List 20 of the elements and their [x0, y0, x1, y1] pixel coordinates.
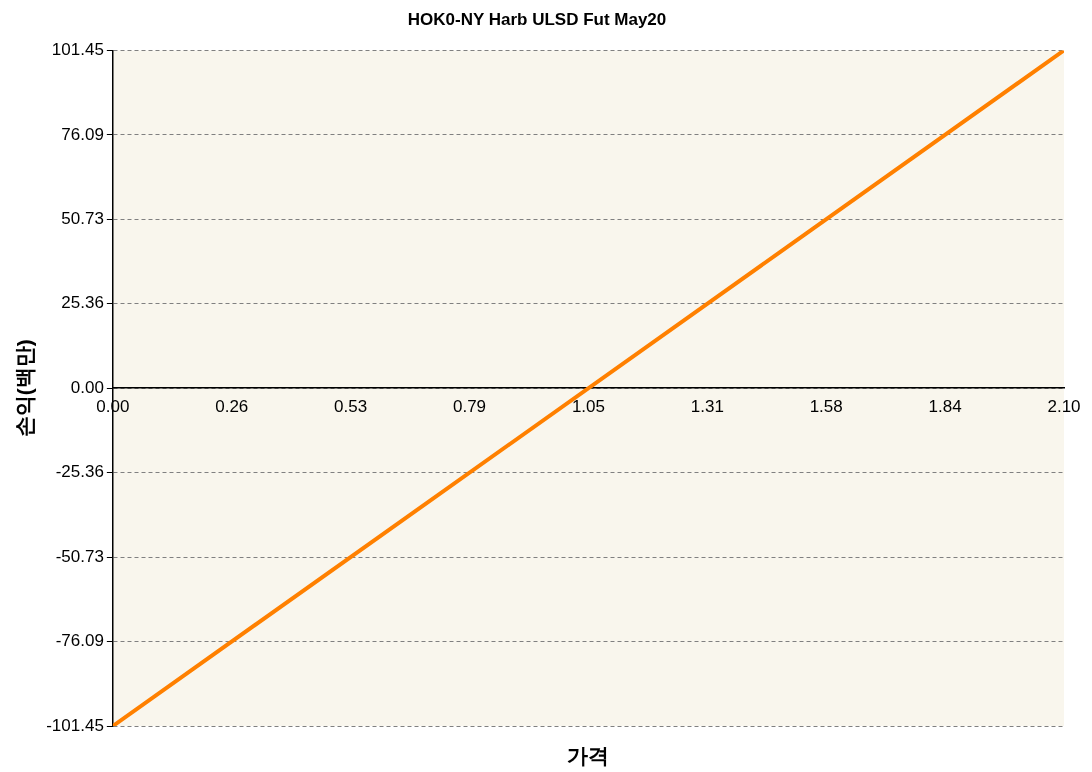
x-tick-label: 1.31	[690, 397, 724, 417]
y-tick-label: 25.36	[61, 293, 104, 313]
x-tick-label: 1.05	[571, 397, 605, 417]
x-tick-label: 1.58	[809, 397, 843, 417]
x-axis-title: 가격	[567, 744, 610, 768]
x-tick-label: 2.10	[1047, 397, 1081, 417]
y-tick-label: -25.36	[55, 462, 104, 482]
y-tick-label: -50.73	[55, 546, 104, 566]
y-tick-label: 50.73	[61, 208, 104, 228]
chart-title: HOK0-NY Harb ULSD Fut May20	[407, 9, 667, 29]
y-axis-title: 손익(백만)	[13, 339, 37, 438]
x-tick-label: 0.79	[452, 397, 487, 417]
y-tick-label: 76.09	[61, 124, 104, 144]
x-tick-label: 0.53	[334, 397, 368, 417]
y-tick-label: 101.45	[51, 40, 104, 60]
x-tick-label: 1.84	[928, 397, 962, 417]
y-tick-label: 0.00	[70, 377, 104, 397]
x-tick-label: 0.26	[215, 397, 249, 417]
y-tick-label: -101.45	[46, 715, 104, 735]
y-tick-label: -76.09	[55, 631, 104, 651]
